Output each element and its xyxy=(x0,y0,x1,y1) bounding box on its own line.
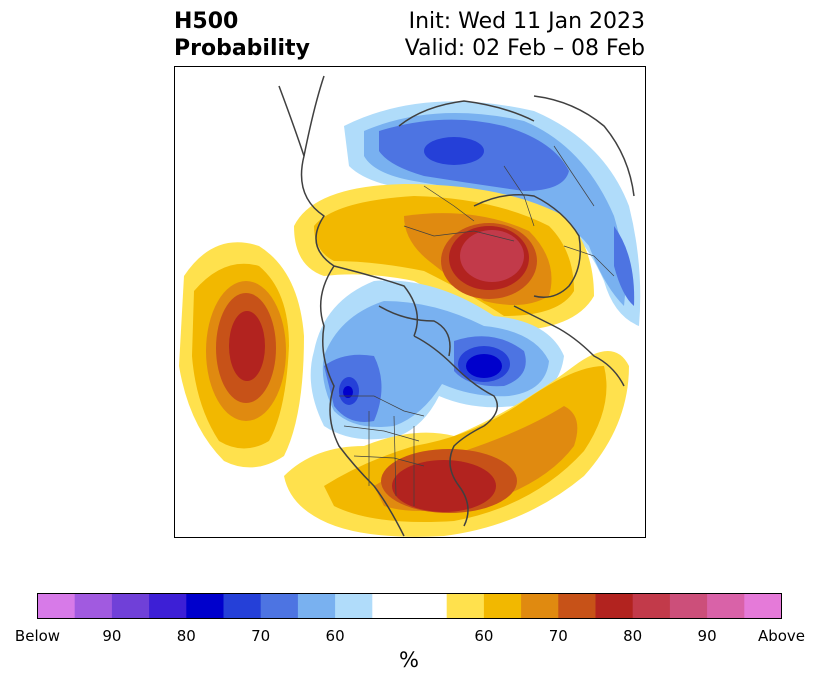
colorbar-cell xyxy=(372,593,448,619)
colorbar-cell xyxy=(521,593,559,619)
colorbar-tick-label: 80 xyxy=(176,627,196,645)
colorbar-cell xyxy=(260,593,299,619)
colorbar-cell xyxy=(37,593,76,619)
colorbar-cell xyxy=(632,593,671,619)
variable-label: H500 xyxy=(174,9,239,34)
colorbar-unit: % xyxy=(399,648,419,672)
product-label: Probability xyxy=(174,36,310,61)
colorbar-tick-label: Below xyxy=(14,627,61,645)
probability-map xyxy=(174,66,646,538)
colorbar-cell xyxy=(483,593,522,619)
above-anomaly-pacific xyxy=(179,242,304,468)
colorbar-cell xyxy=(223,593,262,619)
colorbar xyxy=(37,593,782,619)
colorbar-cell xyxy=(186,593,224,619)
below-anomaly-eurasia xyxy=(344,101,641,326)
below-anomaly-canada xyxy=(310,280,564,440)
colorbar-cell xyxy=(707,593,745,619)
colorbar-cell xyxy=(297,593,336,619)
colorbar-tick-label: 60 xyxy=(474,627,494,645)
colorbar-tick-label: 70 xyxy=(251,627,271,645)
colorbar-cell xyxy=(669,593,708,619)
colorbar-cell xyxy=(744,593,782,619)
colorbar-cell xyxy=(558,593,596,619)
colorbar-tick-label: 80 xyxy=(623,627,643,645)
colorbar-cell xyxy=(149,593,187,619)
map-title: H500 Probability xyxy=(174,8,310,62)
valid-range: Valid: 02 Feb – 08 Feb xyxy=(404,36,645,61)
colorbar-cell xyxy=(446,593,485,619)
colorbar-tick-label: 70 xyxy=(548,627,568,645)
colorbar-cell xyxy=(74,593,113,619)
coastlines xyxy=(278,75,635,537)
above-anomaly-arctic xyxy=(294,184,594,331)
colorbar-cell xyxy=(595,593,634,619)
colorbar-tick-label: 90 xyxy=(697,627,717,645)
political-borders xyxy=(339,145,615,506)
colorbar-cell xyxy=(111,593,150,619)
colorbar-cell xyxy=(335,593,373,619)
init-date: Init: Wed 11 Jan 2023 xyxy=(408,9,645,34)
colorbar-tick-label: Above xyxy=(757,627,806,645)
colorbar-tick-label: 60 xyxy=(325,627,345,645)
colorbar-tick-label: 90 xyxy=(102,627,122,645)
date-info: Init: Wed 11 Jan 2023 Valid: 02 Feb – 08… xyxy=(405,8,645,62)
